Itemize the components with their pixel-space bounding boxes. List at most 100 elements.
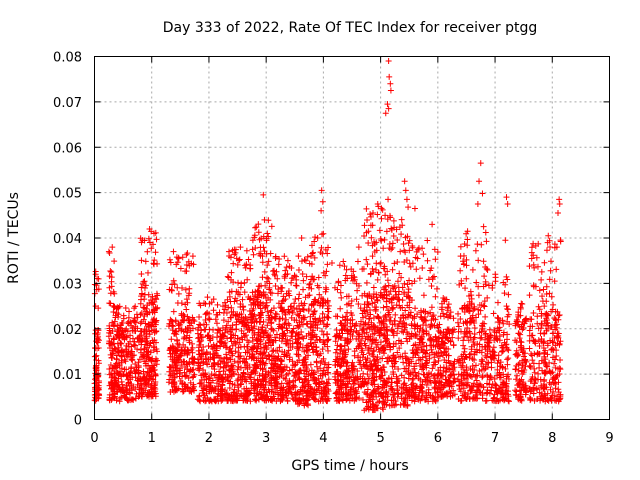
data-point [300, 382, 307, 389]
data-point [106, 338, 113, 345]
data-point [378, 215, 385, 222]
data-point [198, 327, 205, 334]
data-point [272, 310, 279, 317]
data-point [152, 249, 159, 256]
data-point [251, 319, 258, 326]
data-point [494, 390, 501, 397]
data-point [145, 235, 152, 242]
data-point [298, 235, 305, 241]
data-point [128, 396, 135, 403]
data-point [232, 312, 239, 319]
data-point [421, 349, 428, 356]
data-point [471, 380, 478, 387]
data-point [414, 246, 421, 253]
data-point [505, 398, 512, 405]
data-point [148, 366, 155, 373]
data-point [118, 330, 125, 337]
data-point [355, 384, 362, 391]
data-point [236, 256, 243, 263]
data-point [285, 386, 292, 393]
data-point [276, 323, 283, 330]
data-point [290, 325, 297, 332]
data-point [367, 358, 374, 365]
data-point [386, 309, 393, 316]
data-point [328, 259, 335, 266]
data-point [467, 373, 474, 380]
data-point [173, 261, 180, 268]
data-point [406, 260, 413, 267]
data-point [115, 311, 122, 318]
data-point [460, 337, 467, 344]
data-point [526, 337, 533, 344]
data-point [131, 338, 138, 345]
data-point [388, 402, 395, 409]
data-point [343, 363, 350, 370]
data-point [92, 303, 99, 310]
data-point [372, 307, 379, 314]
data-point [505, 347, 512, 354]
data-point [547, 258, 554, 265]
data-point [266, 388, 273, 395]
data-point [137, 235, 144, 242]
data-point [208, 371, 215, 378]
data-point [427, 324, 434, 331]
data-point [547, 337, 554, 344]
data-point [513, 376, 520, 383]
data-point [406, 237, 413, 244]
data-point [526, 345, 533, 352]
data-point [231, 386, 238, 393]
data-point [303, 344, 310, 351]
data-point [239, 336, 246, 343]
data-point [431, 396, 438, 403]
data-point [137, 376, 144, 383]
data-point [116, 361, 123, 368]
data-point [310, 302, 317, 309]
data-point [282, 267, 289, 274]
data-point [394, 386, 401, 393]
data-point [478, 349, 485, 356]
data-point [305, 352, 312, 359]
data-point [458, 328, 465, 335]
data-point [250, 305, 257, 312]
data-point [428, 265, 435, 272]
data-point [131, 317, 138, 324]
data-point [263, 389, 270, 396]
data-point [183, 306, 190, 313]
data-point [281, 353, 288, 360]
data-point [277, 304, 284, 311]
data-point [116, 335, 123, 342]
data-point [431, 372, 438, 379]
data-point [400, 319, 407, 326]
data-point [304, 253, 311, 260]
data-point [303, 320, 310, 327]
data-point [398, 323, 405, 330]
data-point [287, 337, 294, 344]
data-point [319, 310, 326, 317]
data-point [429, 365, 436, 372]
data-point [269, 326, 276, 333]
data-point [288, 329, 295, 336]
data-point [434, 371, 441, 378]
data-point [436, 321, 443, 328]
data-point [128, 348, 135, 355]
data-point [138, 270, 145, 277]
data-point [148, 300, 155, 307]
data-point [191, 318, 198, 325]
data-point [537, 397, 544, 404]
data-point [280, 297, 287, 304]
data-point [243, 261, 250, 268]
data-point [168, 336, 175, 343]
data-point [555, 396, 562, 403]
data-point [144, 310, 151, 317]
data-point [320, 230, 327, 237]
data-point [395, 377, 402, 384]
data-point [140, 368, 147, 375]
data-point [363, 205, 370, 212]
data-point [272, 334, 279, 341]
data-point [534, 386, 541, 393]
data-point [237, 244, 244, 251]
data-point [124, 373, 131, 380]
data-point [541, 318, 548, 325]
data-point [496, 369, 503, 376]
data-point [456, 281, 463, 288]
